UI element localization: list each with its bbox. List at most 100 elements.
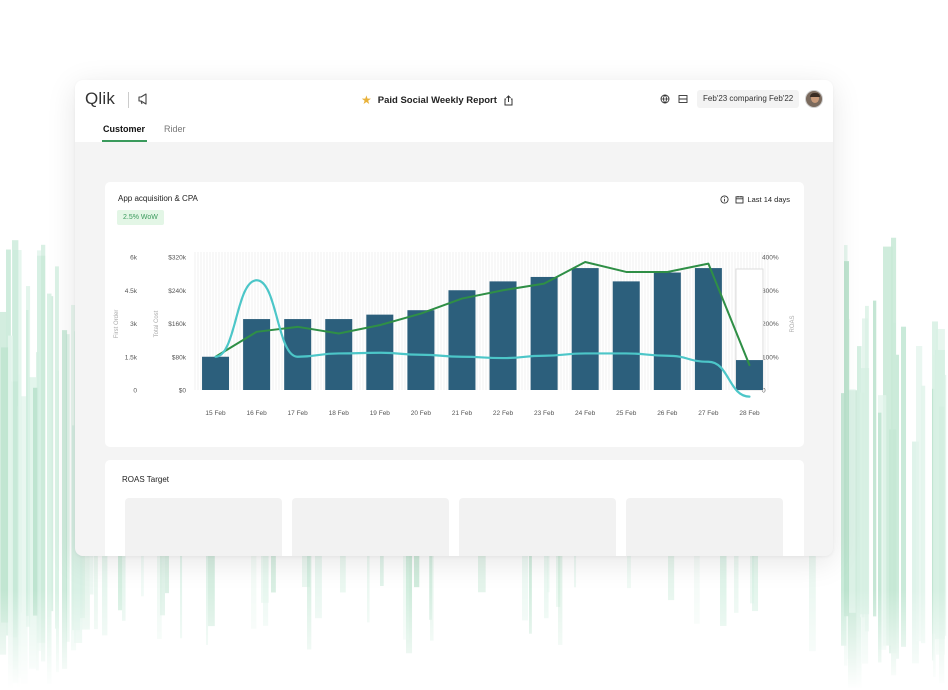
bg-stripe	[522, 556, 528, 621]
report-title-group: ★ Paid Social Weekly Report	[361, 92, 514, 108]
avatar-face	[811, 94, 819, 103]
bg-stripe	[936, 328, 945, 655]
bg-stripe	[846, 319, 850, 659]
bar	[284, 319, 312, 390]
date-range-selector[interactable]: Last 14 days	[735, 195, 790, 204]
bg-stripe	[56, 370, 59, 673]
bar	[571, 268, 599, 390]
bg-stripe	[82, 556, 90, 630]
bg-stripe	[574, 556, 577, 588]
logo-divider	[128, 92, 129, 108]
x-tick-label: 25 Feb	[616, 410, 637, 417]
bg-stripe	[11, 381, 18, 638]
bg-stripe	[752, 556, 759, 612]
bar	[448, 290, 476, 390]
plot-background	[194, 252, 769, 390]
bg-stripe	[340, 556, 346, 593]
bg-stripe	[844, 261, 850, 617]
date-range-label: Last 14 days	[747, 195, 790, 204]
bg-stripe	[118, 556, 123, 611]
bg-stripe	[478, 556, 486, 593]
bg-stripe	[849, 389, 856, 613]
bg-stripe	[50, 296, 54, 612]
bg-stripe	[943, 374, 947, 636]
bg-stripe	[720, 556, 727, 626]
x-tick-label: 17 Feb	[288, 410, 309, 417]
comparison-period-selector[interactable]: Feb'23 comparing Feb'22	[697, 90, 800, 108]
bg-stripe	[668, 556, 675, 601]
bg-stripe	[102, 556, 108, 636]
date-range-group: Last 14 days	[720, 195, 790, 204]
bg-stripe	[62, 330, 68, 669]
bg-stripe	[315, 556, 322, 619]
bg-stripe	[157, 556, 162, 639]
bg-stripe	[901, 326, 907, 647]
roas-tick: 100%	[762, 354, 779, 361]
bar	[612, 281, 640, 390]
bar	[530, 276, 558, 390]
app-window: Qlik ★ Paid Social Weekly Report Feb'23 …	[75, 80, 833, 556]
bg-stripe	[122, 556, 126, 621]
bg-stripe	[26, 286, 31, 627]
user-avatar[interactable]	[805, 90, 823, 108]
chart-title: App acquisition & CPA	[118, 194, 198, 203]
tab-customer[interactable]: Customer	[103, 124, 146, 134]
globe-icon[interactable]	[660, 94, 670, 104]
report-title: Paid Social Weekly Report	[377, 94, 497, 106]
layout-icon[interactable]	[678, 94, 688, 104]
x-tick-label: 20 Feb	[411, 410, 432, 417]
bg-stripe	[47, 293, 52, 684]
bar	[653, 272, 681, 390]
bar	[489, 281, 517, 390]
bg-stripe	[94, 556, 98, 630]
wow-badge: 2.5% WoW	[117, 210, 164, 225]
first-order-tick: 6k	[130, 255, 138, 262]
total-cost-tick: $0	[179, 388, 187, 395]
bg-stripe	[809, 556, 816, 652]
bg-stripe	[932, 388, 935, 661]
bg-stripe	[932, 321, 938, 634]
cyan-line-series	[214, 279, 751, 398]
bg-stripe	[263, 556, 269, 626]
bg-stripe	[29, 377, 37, 669]
bg-stripe	[21, 396, 28, 684]
x-tick-label: 23 Feb	[534, 410, 555, 417]
star-icon[interactable]: ★	[361, 93, 372, 107]
tab-rider[interactable]: Rider	[164, 124, 186, 134]
x-tick-label: 22 Feb	[493, 410, 514, 417]
top-bar: Qlik ★ Paid Social Weekly Report Feb'23 …	[75, 80, 833, 142]
x-tick-label: 19 Feb	[370, 410, 391, 417]
x-tick-label: 15 Feb	[205, 410, 226, 417]
bg-stripe	[750, 556, 755, 604]
roas-kpi-tile[interactable]	[459, 498, 616, 556]
bg-stripe	[36, 352, 39, 671]
info-icon[interactable]	[720, 195, 730, 204]
qlik-logo[interactable]: Qlik	[85, 89, 116, 108]
roas-kpi-tile[interactable]	[125, 498, 282, 556]
bg-stripe	[935, 349, 945, 640]
roas-kpi-tile[interactable]	[292, 498, 449, 556]
bg-stripe	[12, 240, 19, 684]
roas-title: ROAS Target	[122, 475, 169, 484]
bg-stripe	[8, 335, 13, 690]
total-cost-axis-label: Total Cost	[154, 310, 160, 337]
roas-kpi-tile[interactable]	[626, 498, 783, 556]
bg-stripe	[547, 556, 550, 593]
avatar-hair	[810, 93, 820, 97]
bg-stripe	[878, 412, 882, 663]
bg-stripe	[302, 556, 310, 587]
bg-stripe	[160, 556, 165, 616]
bg-stripe	[251, 556, 257, 629]
green-line-series	[214, 260, 751, 367]
bg-stripe	[939, 406, 945, 684]
bg-stripe	[55, 266, 59, 629]
bg-stripe	[848, 390, 857, 688]
bg-stripe	[9, 398, 18, 669]
first-order-tick: 3k	[130, 321, 138, 328]
share-icon[interactable]	[503, 94, 514, 106]
roas-axis-label: ROAS	[790, 315, 796, 332]
roas-tick: 200%	[762, 321, 779, 328]
app-acquisition-card: App acquisition & CPA 2.5% WoW Last 14 d…	[105, 182, 804, 447]
total-cost-tick: $320k	[168, 255, 186, 262]
announcement-icon[interactable]	[137, 92, 151, 106]
